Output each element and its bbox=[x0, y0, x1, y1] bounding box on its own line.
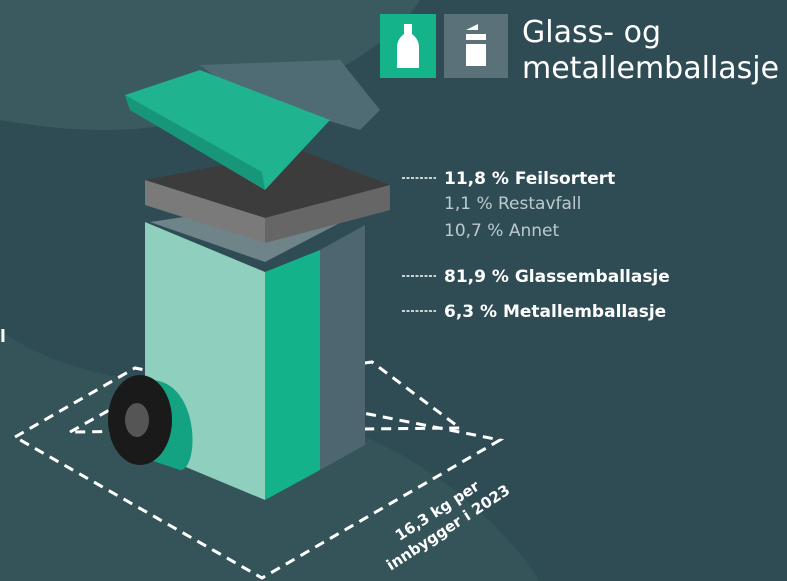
edge-text: l bbox=[0, 327, 6, 347]
lid bbox=[125, 70, 330, 190]
label: 1,1 % Restavfall bbox=[444, 194, 581, 214]
bin-face bbox=[265, 250, 320, 500]
can-icon bbox=[466, 24, 486, 66]
label: 11,8 % Feilsortert bbox=[444, 169, 615, 189]
lid-back bbox=[200, 60, 380, 130]
bottle-icon bbox=[397, 24, 419, 68]
lid-edge bbox=[125, 95, 265, 190]
bin-face bbox=[320, 225, 365, 470]
label: 10,7 % Annet bbox=[444, 221, 559, 241]
lid-side bbox=[145, 180, 265, 243]
title: metallemballasje bbox=[522, 51, 779, 86]
footprint-outline bbox=[11, 366, 505, 580]
label: 81,9 % Glassemballasje bbox=[444, 267, 670, 287]
leader-lines bbox=[402, 177, 436, 312]
wheel-hub bbox=[125, 403, 149, 437]
title: Glass- og bbox=[522, 15, 661, 50]
lid-side bbox=[265, 185, 390, 243]
label: 6,3 % Metallemballasje bbox=[444, 302, 666, 322]
